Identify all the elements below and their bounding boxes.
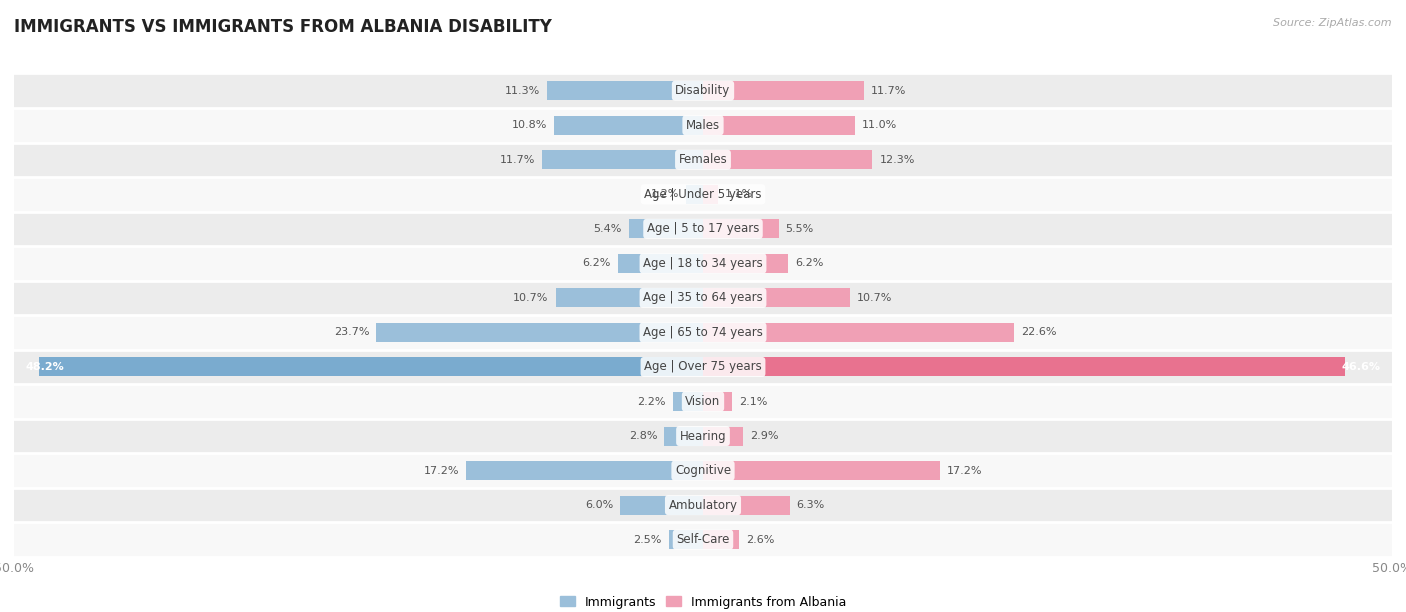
Text: 23.7%: 23.7% bbox=[335, 327, 370, 337]
Bar bbox=[14, 384, 1392, 419]
Text: 6.3%: 6.3% bbox=[797, 500, 825, 510]
Text: Age | 18 to 34 years: Age | 18 to 34 years bbox=[643, 257, 763, 270]
Bar bbox=[672, 392, 703, 411]
Text: Males: Males bbox=[686, 119, 720, 132]
Text: 48.2%: 48.2% bbox=[25, 362, 63, 372]
Text: Source: ZipAtlas.com: Source: ZipAtlas.com bbox=[1274, 18, 1392, 28]
Bar bbox=[703, 323, 1014, 342]
Text: 10.7%: 10.7% bbox=[513, 293, 548, 303]
Text: 11.7%: 11.7% bbox=[499, 155, 534, 165]
Bar bbox=[14, 453, 1392, 488]
Text: 5.4%: 5.4% bbox=[593, 224, 621, 234]
Text: 2.9%: 2.9% bbox=[749, 431, 779, 441]
Text: 2.2%: 2.2% bbox=[637, 397, 666, 406]
Text: Age | Over 75 years: Age | Over 75 years bbox=[644, 360, 762, 373]
Bar bbox=[703, 151, 873, 170]
Text: 10.7%: 10.7% bbox=[858, 293, 893, 303]
Text: 17.2%: 17.2% bbox=[423, 466, 460, 476]
Bar bbox=[703, 116, 855, 135]
Text: Disability: Disability bbox=[675, 84, 731, 97]
Bar bbox=[703, 219, 779, 238]
Bar bbox=[14, 177, 1392, 212]
Text: 5.5%: 5.5% bbox=[786, 224, 814, 234]
Bar bbox=[14, 523, 1392, 557]
Bar bbox=[39, 357, 703, 376]
Text: 10.8%: 10.8% bbox=[512, 120, 547, 130]
Bar bbox=[703, 392, 733, 411]
Bar bbox=[14, 108, 1392, 143]
Text: Ambulatory: Ambulatory bbox=[668, 499, 738, 512]
Text: Females: Females bbox=[679, 153, 727, 166]
Text: 22.6%: 22.6% bbox=[1021, 327, 1057, 337]
Bar bbox=[465, 461, 703, 480]
Bar bbox=[14, 419, 1392, 453]
Text: 11.0%: 11.0% bbox=[862, 120, 897, 130]
Bar bbox=[665, 427, 703, 446]
Bar bbox=[14, 246, 1392, 281]
Bar bbox=[703, 288, 851, 307]
Bar bbox=[377, 323, 703, 342]
Bar bbox=[703, 496, 790, 515]
Text: 2.1%: 2.1% bbox=[738, 397, 768, 406]
Text: 46.6%: 46.6% bbox=[1341, 362, 1381, 372]
Text: 6.2%: 6.2% bbox=[582, 258, 610, 269]
Bar bbox=[14, 488, 1392, 523]
Bar bbox=[14, 212, 1392, 246]
Bar bbox=[703, 81, 865, 100]
Bar bbox=[703, 254, 789, 273]
Text: 2.6%: 2.6% bbox=[745, 535, 775, 545]
Text: 2.5%: 2.5% bbox=[633, 535, 662, 545]
Text: 17.2%: 17.2% bbox=[946, 466, 983, 476]
Text: Hearing: Hearing bbox=[679, 430, 727, 442]
Bar bbox=[703, 461, 941, 480]
Bar bbox=[686, 185, 703, 204]
Text: Cognitive: Cognitive bbox=[675, 464, 731, 477]
Bar bbox=[14, 349, 1392, 384]
Text: 2.8%: 2.8% bbox=[628, 431, 658, 441]
Text: Age | 65 to 74 years: Age | 65 to 74 years bbox=[643, 326, 763, 339]
Bar bbox=[541, 151, 703, 170]
Text: Self-Care: Self-Care bbox=[676, 533, 730, 546]
Bar bbox=[554, 116, 703, 135]
Bar bbox=[14, 315, 1392, 349]
Text: 11.7%: 11.7% bbox=[872, 86, 907, 95]
Bar bbox=[703, 185, 718, 204]
Bar bbox=[628, 219, 703, 238]
Text: 1.1%: 1.1% bbox=[725, 189, 754, 200]
Text: Age | 35 to 64 years: Age | 35 to 64 years bbox=[643, 291, 763, 304]
Bar bbox=[703, 530, 738, 549]
Bar bbox=[14, 281, 1392, 315]
Text: 11.3%: 11.3% bbox=[505, 86, 540, 95]
Bar bbox=[617, 254, 703, 273]
Bar bbox=[703, 427, 742, 446]
Bar bbox=[669, 530, 703, 549]
Text: 6.2%: 6.2% bbox=[796, 258, 824, 269]
Text: Age | 5 to 17 years: Age | 5 to 17 years bbox=[647, 222, 759, 236]
Bar bbox=[703, 357, 1346, 376]
Bar bbox=[547, 81, 703, 100]
Bar bbox=[620, 496, 703, 515]
Bar bbox=[14, 73, 1392, 108]
Bar bbox=[555, 288, 703, 307]
Text: Vision: Vision bbox=[685, 395, 721, 408]
Text: 12.3%: 12.3% bbox=[879, 155, 915, 165]
Legend: Immigrants, Immigrants from Albania: Immigrants, Immigrants from Albania bbox=[554, 591, 852, 612]
Bar bbox=[14, 143, 1392, 177]
Text: 1.2%: 1.2% bbox=[651, 189, 679, 200]
Text: Age | Under 5 years: Age | Under 5 years bbox=[644, 188, 762, 201]
Text: 6.0%: 6.0% bbox=[585, 500, 613, 510]
Text: IMMIGRANTS VS IMMIGRANTS FROM ALBANIA DISABILITY: IMMIGRANTS VS IMMIGRANTS FROM ALBANIA DI… bbox=[14, 18, 553, 36]
